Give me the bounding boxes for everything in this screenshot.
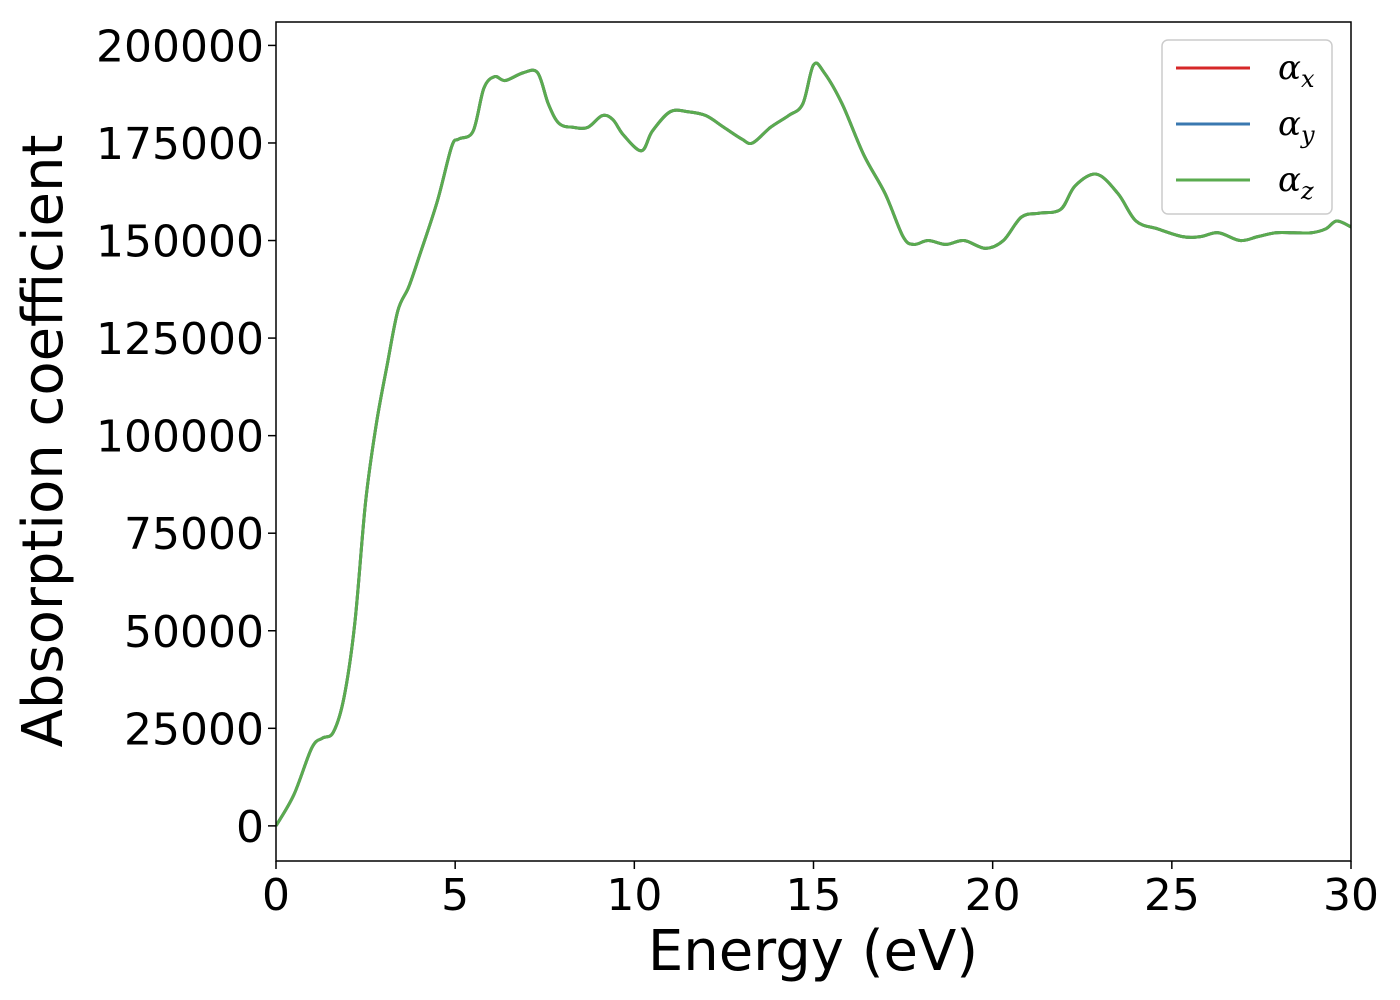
- x-tick-label: 20: [965, 870, 1021, 921]
- y-tick-label: 0: [236, 802, 264, 853]
- y-tick-label: 200000: [96, 21, 264, 72]
- x-tick-label: 10: [606, 870, 662, 921]
- y-tick-label: 175000: [96, 119, 264, 170]
- x-axis-label: Energy (eV): [648, 919, 978, 984]
- series-layer: [276, 61, 1351, 827]
- x-tick-label: 0: [262, 870, 290, 921]
- legend-box: [1161, 39, 1333, 215]
- y-tick-label: 125000: [96, 314, 264, 365]
- y-tick-label: 75000: [124, 509, 264, 560]
- legend-label-x: αx: [1278, 48, 1315, 93]
- series-line-z: [276, 61, 1351, 827]
- x-tick-label: 15: [786, 870, 842, 921]
- legend-label-y: αy: [1278, 104, 1315, 149]
- legend-label-z: αz: [1278, 160, 1314, 205]
- x-tick-label: 25: [1144, 870, 1200, 921]
- legend: αx αy αz: [1161, 39, 1333, 215]
- x-tick-label: 30: [1323, 870, 1379, 921]
- x-tick-label: 5: [441, 870, 469, 921]
- x-axis: 0 5 10 15 20 25 30: [262, 861, 1379, 921]
- y-tick-label: 150000: [96, 217, 264, 268]
- y-axis-label: Absorption coefficient: [11, 135, 76, 748]
- y-tick-label: 25000: [124, 704, 264, 755]
- y-tick-label: 100000: [96, 412, 264, 463]
- y-axis: 0 25000 50000 75000 100000 125000 150000 175000…: [96, 21, 276, 853]
- y-tick-label: 50000: [124, 607, 264, 658]
